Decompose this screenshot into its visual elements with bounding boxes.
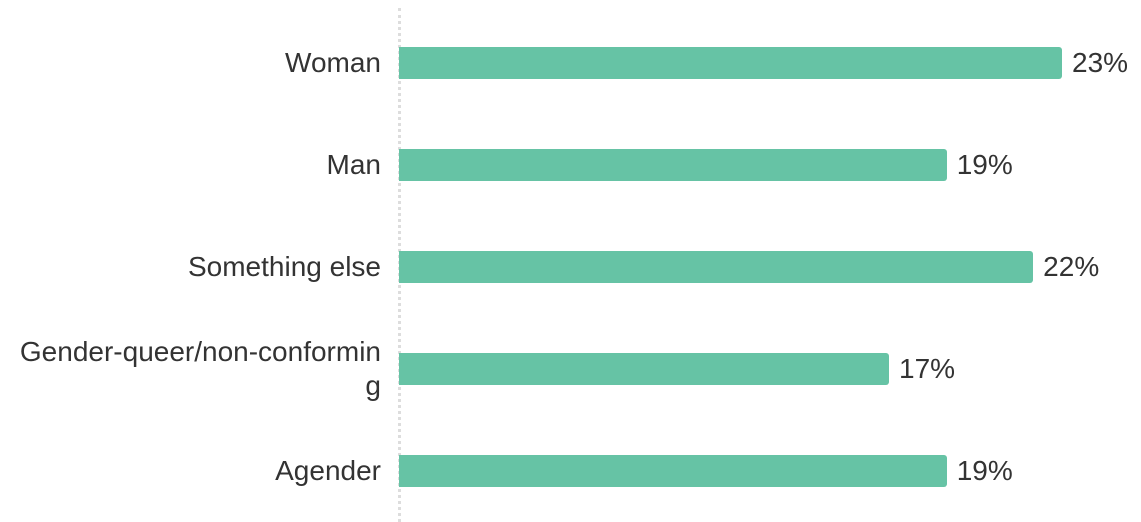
bar <box>399 251 1034 283</box>
value-label: 22% <box>1043 251 1100 282</box>
category-label-box: Something else <box>19 217 381 317</box>
category-label: Something else <box>187 251 381 282</box>
category-label-box: Man <box>19 115 381 215</box>
category-label: Agender <box>275 455 381 486</box>
value-label: 17% <box>899 353 956 384</box>
category-label: Gender-queer/non-conforming <box>19 336 381 401</box>
category-label: Man <box>326 149 381 180</box>
bar <box>399 149 947 181</box>
value-label: 19% <box>956 149 1013 180</box>
bar <box>399 455 947 487</box>
bar <box>399 47 1062 79</box>
bar <box>399 353 890 385</box>
category-label-box: Woman <box>19 13 381 113</box>
category-label-box: Agender <box>19 421 381 521</box>
category-label-box: Gender-queer/non-conforming <box>19 319 381 419</box>
value-label: 23% <box>1072 47 1129 78</box>
value-label: 19% <box>956 455 1013 486</box>
category-label: Woman <box>285 47 381 78</box>
